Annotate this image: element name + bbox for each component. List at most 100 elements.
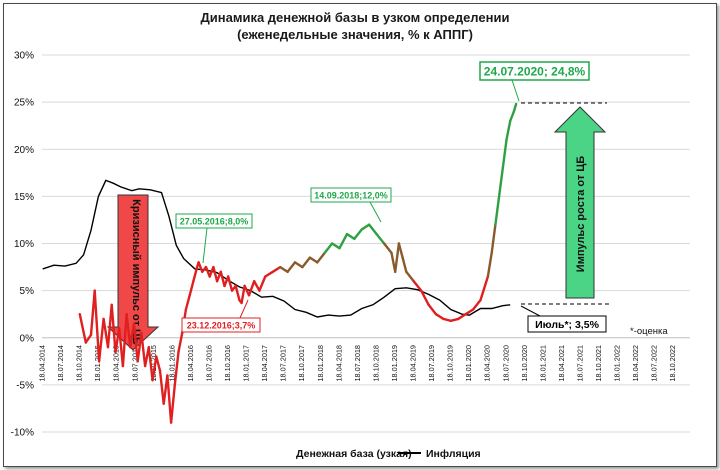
- x-tick-label: 18.04.2015: [112, 345, 121, 382]
- series-segment-money-base: [512, 102, 518, 113]
- series-segment-money-base: [330, 242, 341, 250]
- series-segment-money-base: [226, 275, 234, 292]
- y-tick-label: 15%: [14, 192, 34, 203]
- series-segment-money-base: [169, 383, 177, 424]
- series-segment-money-base: [301, 256, 312, 269]
- x-tick-label: 18.04.2022: [631, 345, 640, 382]
- series-segment-money-base: [394, 242, 401, 273]
- series-segment-money-base: [412, 280, 423, 292]
- x-tick-label: 18.04.2016: [186, 345, 195, 382]
- x-tick-label: 18.04.2021: [557, 345, 566, 382]
- series-segment-money-base: [457, 313, 467, 321]
- series-segment-money-base: [401, 256, 408, 273]
- series-line-inflation: [42, 179, 511, 318]
- series-segment-money-base: [173, 350, 180, 387]
- series-segment-money-base: [166, 374, 173, 424]
- x-tick-label: 18.07.2018: [353, 345, 362, 382]
- series-segment-money-base: [197, 261, 204, 273]
- legend-inflation-label: Инфляция: [426, 448, 481, 460]
- series-segment-money-base: [155, 355, 162, 372]
- x-tick-label: 18.01.2021: [538, 345, 547, 382]
- series-segment-money-base: [132, 322, 139, 363]
- series-segment-money-base: [151, 355, 158, 382]
- x-tick-label: 18.07.2022: [650, 345, 659, 382]
- annotation-peak-2018: 14.09.2018;12,0%: [310, 187, 392, 223]
- legend-money-base: Денежная база (узкая): [268, 448, 412, 460]
- annotation-inflation-july: Июль*; 3,5%: [520, 305, 607, 333]
- series-lines: [42, 102, 518, 424]
- crisis-arrow-label: Кризисный импульс от ЦБ: [130, 199, 142, 345]
- series-segment-money-base: [219, 270, 226, 288]
- series-segment-money-base: [252, 280, 261, 292]
- series-segment-money-base: [405, 270, 415, 283]
- y-tick-label: 10%: [14, 239, 34, 250]
- series-segment-money-base: [97, 317, 105, 363]
- series-segment-money-base: [125, 313, 132, 349]
- series-segment-money-base: [490, 223, 497, 255]
- series-segment-money-base: [140, 331, 147, 368]
- series-segment-money-base: [121, 313, 128, 368]
- x-tick-label: 18.10.2016: [223, 345, 232, 382]
- x-tick-label: 18.01.2017: [242, 345, 251, 382]
- x-tick-label: 18.07.2015: [130, 345, 139, 382]
- series-segment-money-base: [93, 289, 101, 363]
- y-tick-label: 30%: [14, 51, 34, 62]
- x-tick-label: 18.01.2016: [167, 345, 176, 382]
- x-tick-label: 18.10.2018: [371, 345, 380, 382]
- chart-title: Динамика денежной базы в узком определен…: [201, 10, 510, 25]
- x-tick-label: 18.04.2020: [483, 345, 492, 382]
- x-tick-label: 18.07.2020: [501, 345, 510, 382]
- series-segment-money-base: [308, 256, 319, 264]
- legend-money-base-label: Денежная база (узкая): [296, 448, 412, 460]
- series-segment-money-base: [279, 265, 289, 273]
- series-segment-money-base: [442, 317, 452, 322]
- series-segment-money-base: [509, 110, 516, 123]
- series-segment-money-base: [497, 166, 504, 198]
- legend: Денежная база (узкая) Инфляция: [268, 448, 481, 460]
- legend-inflation: Инфляция: [398, 448, 481, 460]
- x-tick-label: 18.01.2018: [316, 345, 325, 382]
- series-segment-money-base: [353, 228, 363, 241]
- annotation-low-2016: 23.12.2016;3,7%: [181, 299, 261, 333]
- x-tick-label: 18.10.2015: [149, 345, 158, 382]
- x-tick-label: 18.10.2014: [75, 345, 84, 382]
- x-tick-label: 18.10.2021: [594, 345, 603, 382]
- series-segment-money-base: [271, 265, 282, 273]
- y-tick-label: -10%: [11, 428, 34, 439]
- x-tick-label: 18.07.2014: [56, 345, 65, 382]
- estimate-note: *-оценка: [630, 326, 668, 337]
- series-segment-money-base: [177, 331, 184, 354]
- x-axis-ticks: 18.04.2014 18.07.2014 18.10.2014 18.01.2015…: [38, 345, 678, 382]
- svg-text:Июль*; 3,5%: Июль*; 3,5%: [535, 319, 599, 331]
- series-segment-money-base: [147, 346, 154, 382]
- series-segment-money-base: [188, 280, 195, 297]
- y-tick-label: 0%: [20, 333, 35, 344]
- series-segment-money-base: [84, 333, 93, 344]
- x-tick-label: 18.07.2021: [575, 345, 584, 382]
- y-tick-label: -5%: [16, 380, 34, 391]
- crisis-arrow: Кризисный импульс от ЦБ: [106, 194, 160, 351]
- x-tick-label: 18.10.2017: [297, 345, 306, 382]
- series-segment-money-base: [420, 289, 430, 306]
- series-segment-money-base: [158, 369, 165, 405]
- series-segment-money-base: [110, 303, 117, 354]
- series-segment-money-base: [382, 242, 393, 255]
- series-segment-money-base: [234, 284, 241, 302]
- x-tick-label: 18.04.2017: [260, 345, 269, 382]
- x-tick-label: 18.04.2014: [38, 345, 47, 382]
- x-tick-label: 18.10.2019: [446, 345, 455, 382]
- series-segment-money-base: [368, 223, 378, 236]
- series-segment-money-base: [479, 275, 490, 302]
- x-tick-label: 18.10.2022: [668, 345, 677, 382]
- x-tick-label: 18.07.2019: [427, 345, 436, 382]
- series-segment-money-base: [192, 265, 199, 283]
- x-tick-label: 18.07.2017: [279, 345, 288, 382]
- annotation-peak-2020: 24.07.2020; 24,8%: [479, 61, 590, 102]
- series-segment-money-base: [240, 284, 246, 305]
- series-segment-money-base: [323, 242, 334, 255]
- x-tick-label: 18.01.2015: [93, 345, 102, 382]
- chart-subtitle: (еженедельные значения, % к АППГ): [237, 27, 473, 42]
- series-segment-money-base: [375, 232, 386, 245]
- y-tick-label: 20%: [14, 145, 34, 156]
